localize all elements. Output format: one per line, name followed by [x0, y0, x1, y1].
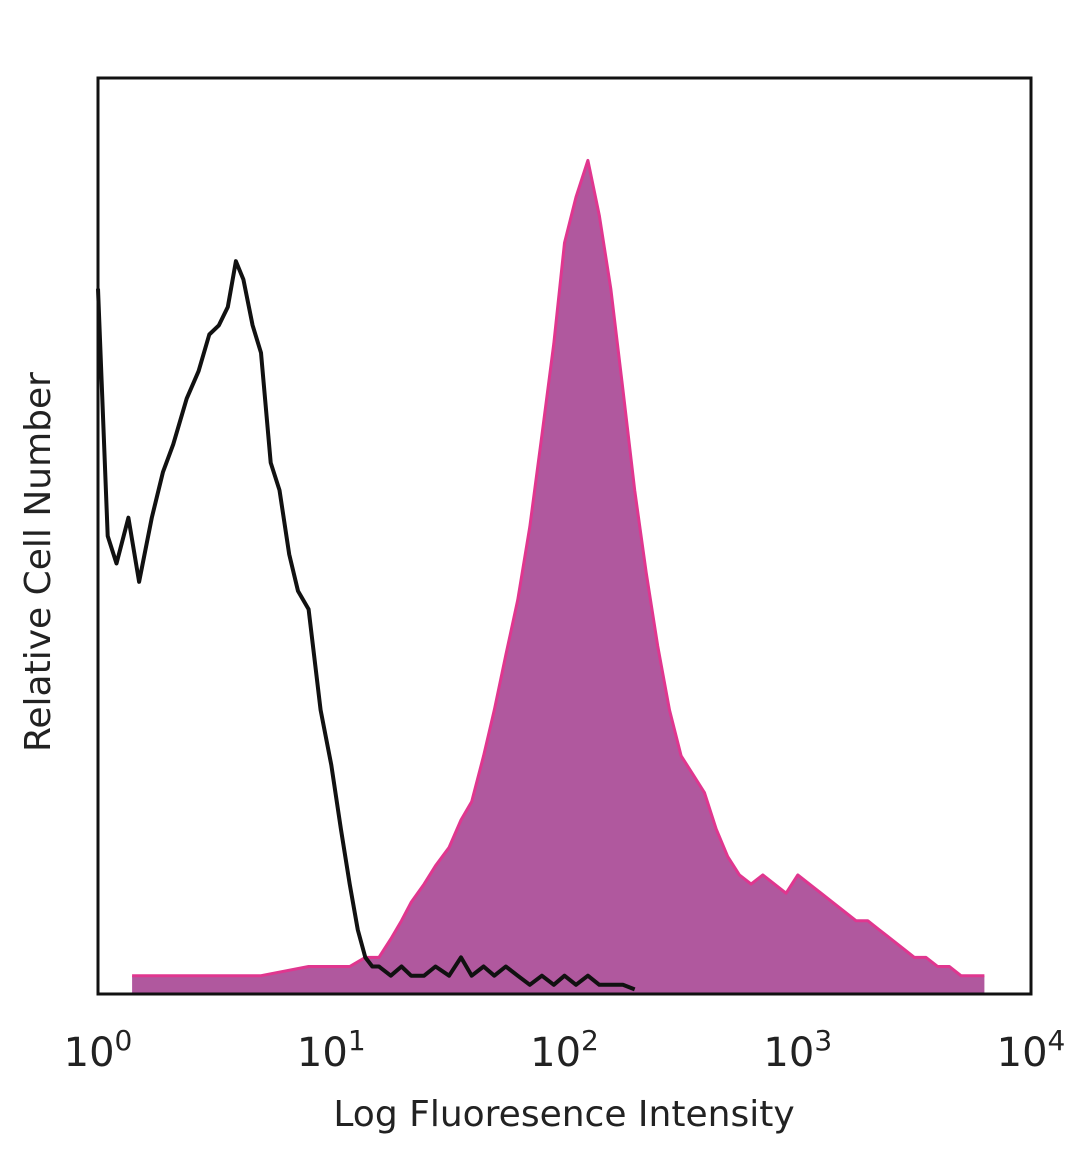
x-tick-label: 104: [997, 1024, 1066, 1076]
x-tick-label: 103: [763, 1024, 832, 1076]
x-tick-label: 100: [64, 1024, 133, 1076]
x-tick-label: 102: [530, 1024, 599, 1076]
series-0-outline: [132, 158, 985, 978]
plot-frame: [96, 76, 1033, 996]
x-axis-title: Log Fluoresence Intensity: [333, 1094, 794, 1135]
y-axis-title: Relative Cell Number: [18, 372, 59, 752]
series-0-area: [132, 160, 985, 994]
series-1-line: [96, 259, 636, 992]
x-tick-label: 101: [297, 1024, 366, 1076]
